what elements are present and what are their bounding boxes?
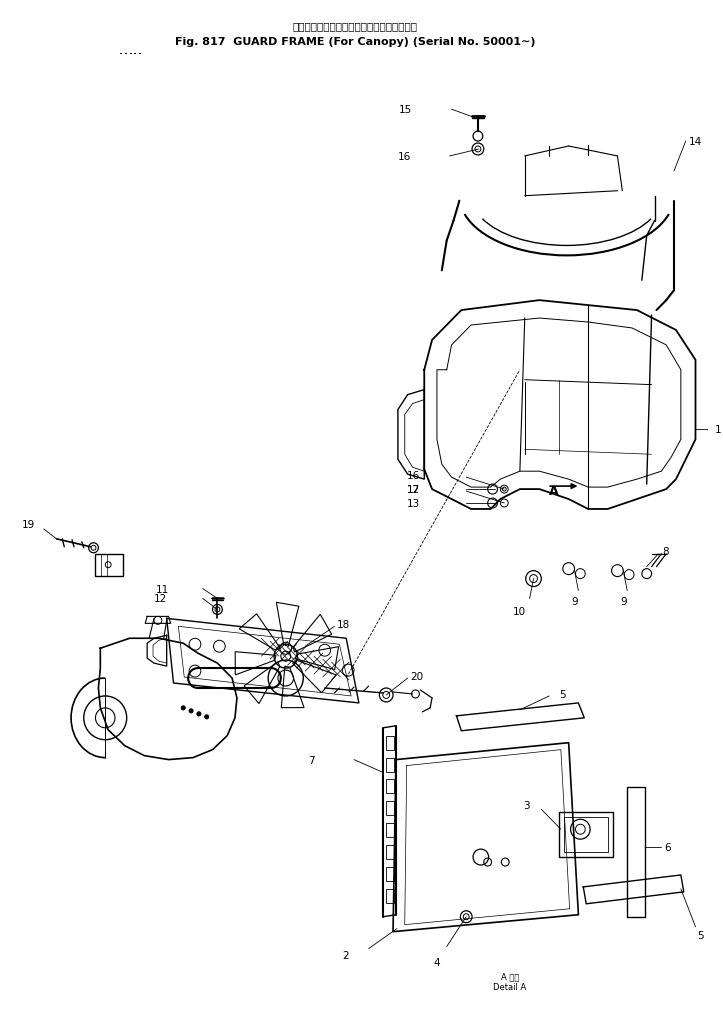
Bar (386, 802, 394, 816)
Circle shape (205, 715, 209, 719)
Text: 1: 1 (715, 425, 722, 435)
Text: A 詳細
Detail A: A 詳細 Detail A (494, 972, 527, 991)
Text: 4: 4 (434, 956, 440, 967)
Text: 16: 16 (398, 152, 411, 162)
Text: 12: 12 (153, 593, 167, 604)
Text: 5: 5 (698, 930, 704, 939)
Text: 9: 9 (620, 596, 627, 607)
Text: 2: 2 (343, 949, 349, 959)
Text: 13: 13 (407, 498, 420, 509)
Bar (386, 889, 394, 903)
Bar (559, 813, 612, 857)
Text: 12: 12 (407, 484, 420, 494)
Text: 7: 7 (309, 755, 315, 765)
Bar (564, 818, 607, 852)
Text: 19: 19 (22, 520, 35, 530)
Text: 14: 14 (689, 136, 702, 147)
Text: 9: 9 (571, 596, 578, 607)
Bar (95, 554, 123, 576)
Bar (627, 788, 645, 917)
Text: 6: 6 (664, 842, 671, 852)
Bar (386, 736, 394, 750)
Text: 5: 5 (559, 690, 565, 700)
Text: Fig. 817  GUARD FRAME (For Canopy) (Serial No. 50001∼): Fig. 817 GUARD FRAME (For Canopy) (Seria… (175, 36, 535, 47)
Circle shape (181, 707, 185, 710)
Text: 3: 3 (523, 801, 530, 811)
Text: 15: 15 (399, 105, 413, 115)
Text: 8: 8 (662, 546, 669, 556)
Text: 16: 16 (407, 471, 420, 480)
Bar (386, 867, 394, 881)
Text: 11: 11 (155, 584, 168, 593)
Bar (386, 779, 394, 794)
Text: ガード　フレーム（キャノピ用）（適用号機: ガード フレーム（キャノピ用）（適用号機 (293, 20, 417, 30)
Bar (386, 758, 394, 771)
Text: A: A (549, 484, 559, 497)
Circle shape (197, 712, 201, 716)
Text: 17: 17 (407, 484, 420, 494)
Circle shape (189, 709, 193, 713)
Text: 10: 10 (513, 607, 526, 617)
Bar (386, 845, 394, 859)
Bar (386, 823, 394, 837)
Text: 20: 20 (411, 671, 424, 681)
Text: 18: 18 (336, 620, 350, 630)
